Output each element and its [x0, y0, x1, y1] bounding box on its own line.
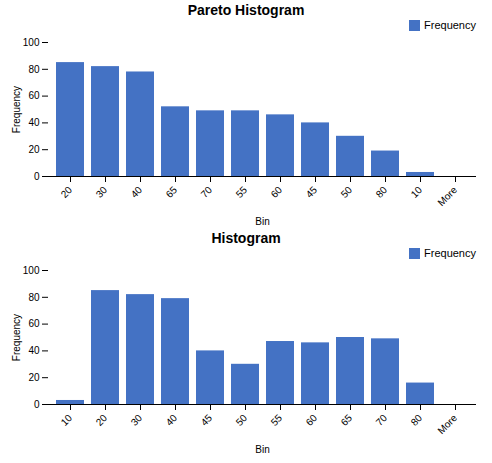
svg-text:60: 60 [28, 318, 40, 329]
svg-text:100: 100 [23, 37, 40, 48]
svg-text:80: 80 [409, 412, 425, 428]
svg-text:45: 45 [304, 184, 320, 200]
svg-text:30: 30 [129, 412, 145, 428]
svg-text:55: 55 [269, 412, 285, 428]
svg-text:Frequency: Frequency [11, 314, 22, 361]
svg-text:Frequency: Frequency [11, 86, 22, 133]
svg-text:30: 30 [94, 184, 110, 200]
svg-text:Bin: Bin [255, 216, 269, 227]
svg-text:0: 0 [34, 171, 40, 182]
svg-text:More: More [435, 412, 459, 436]
svg-text:50: 50 [339, 184, 355, 200]
svg-text:100: 100 [23, 265, 40, 276]
svg-text:45: 45 [199, 412, 215, 428]
svg-text:65: 65 [164, 184, 180, 200]
svg-text:80: 80 [374, 184, 390, 200]
svg-text:55: 55 [234, 184, 250, 200]
svg-text:80: 80 [28, 64, 40, 75]
html-text:Histogram: Histogram [211, 230, 281, 246]
svg-text:60: 60 [28, 90, 40, 101]
svg-text:Bin: Bin [255, 444, 269, 455]
html-text:Frequency: Frequency [424, 247, 476, 259]
svg-text:65: 65 [339, 412, 355, 428]
svg-text:More: More [435, 184, 459, 208]
svg-text:0: 0 [34, 399, 40, 410]
svg-text:20: 20 [28, 144, 40, 155]
svg-text:20: 20 [59, 184, 75, 200]
html-text:Pareto Histogram: Pareto Histogram [187, 2, 305, 18]
svg-text:80: 80 [28, 292, 40, 303]
svg-text:10: 10 [409, 184, 425, 200]
svg-text:70: 70 [199, 184, 215, 200]
svg-text:40: 40 [129, 184, 145, 200]
html-text:Frequency: Frequency [424, 19, 476, 31]
svg-text:40: 40 [28, 345, 40, 356]
svg-text:40: 40 [28, 117, 40, 128]
svg-text:70: 70 [374, 412, 390, 428]
svg-text:40: 40 [164, 412, 180, 428]
svg-text:60: 60 [304, 412, 320, 428]
svg-text:50: 50 [234, 412, 250, 428]
svg-text:20: 20 [28, 372, 40, 383]
svg-text:10: 10 [59, 412, 75, 428]
svg-text:20: 20 [94, 412, 110, 428]
svg-text:60: 60 [269, 184, 285, 200]
